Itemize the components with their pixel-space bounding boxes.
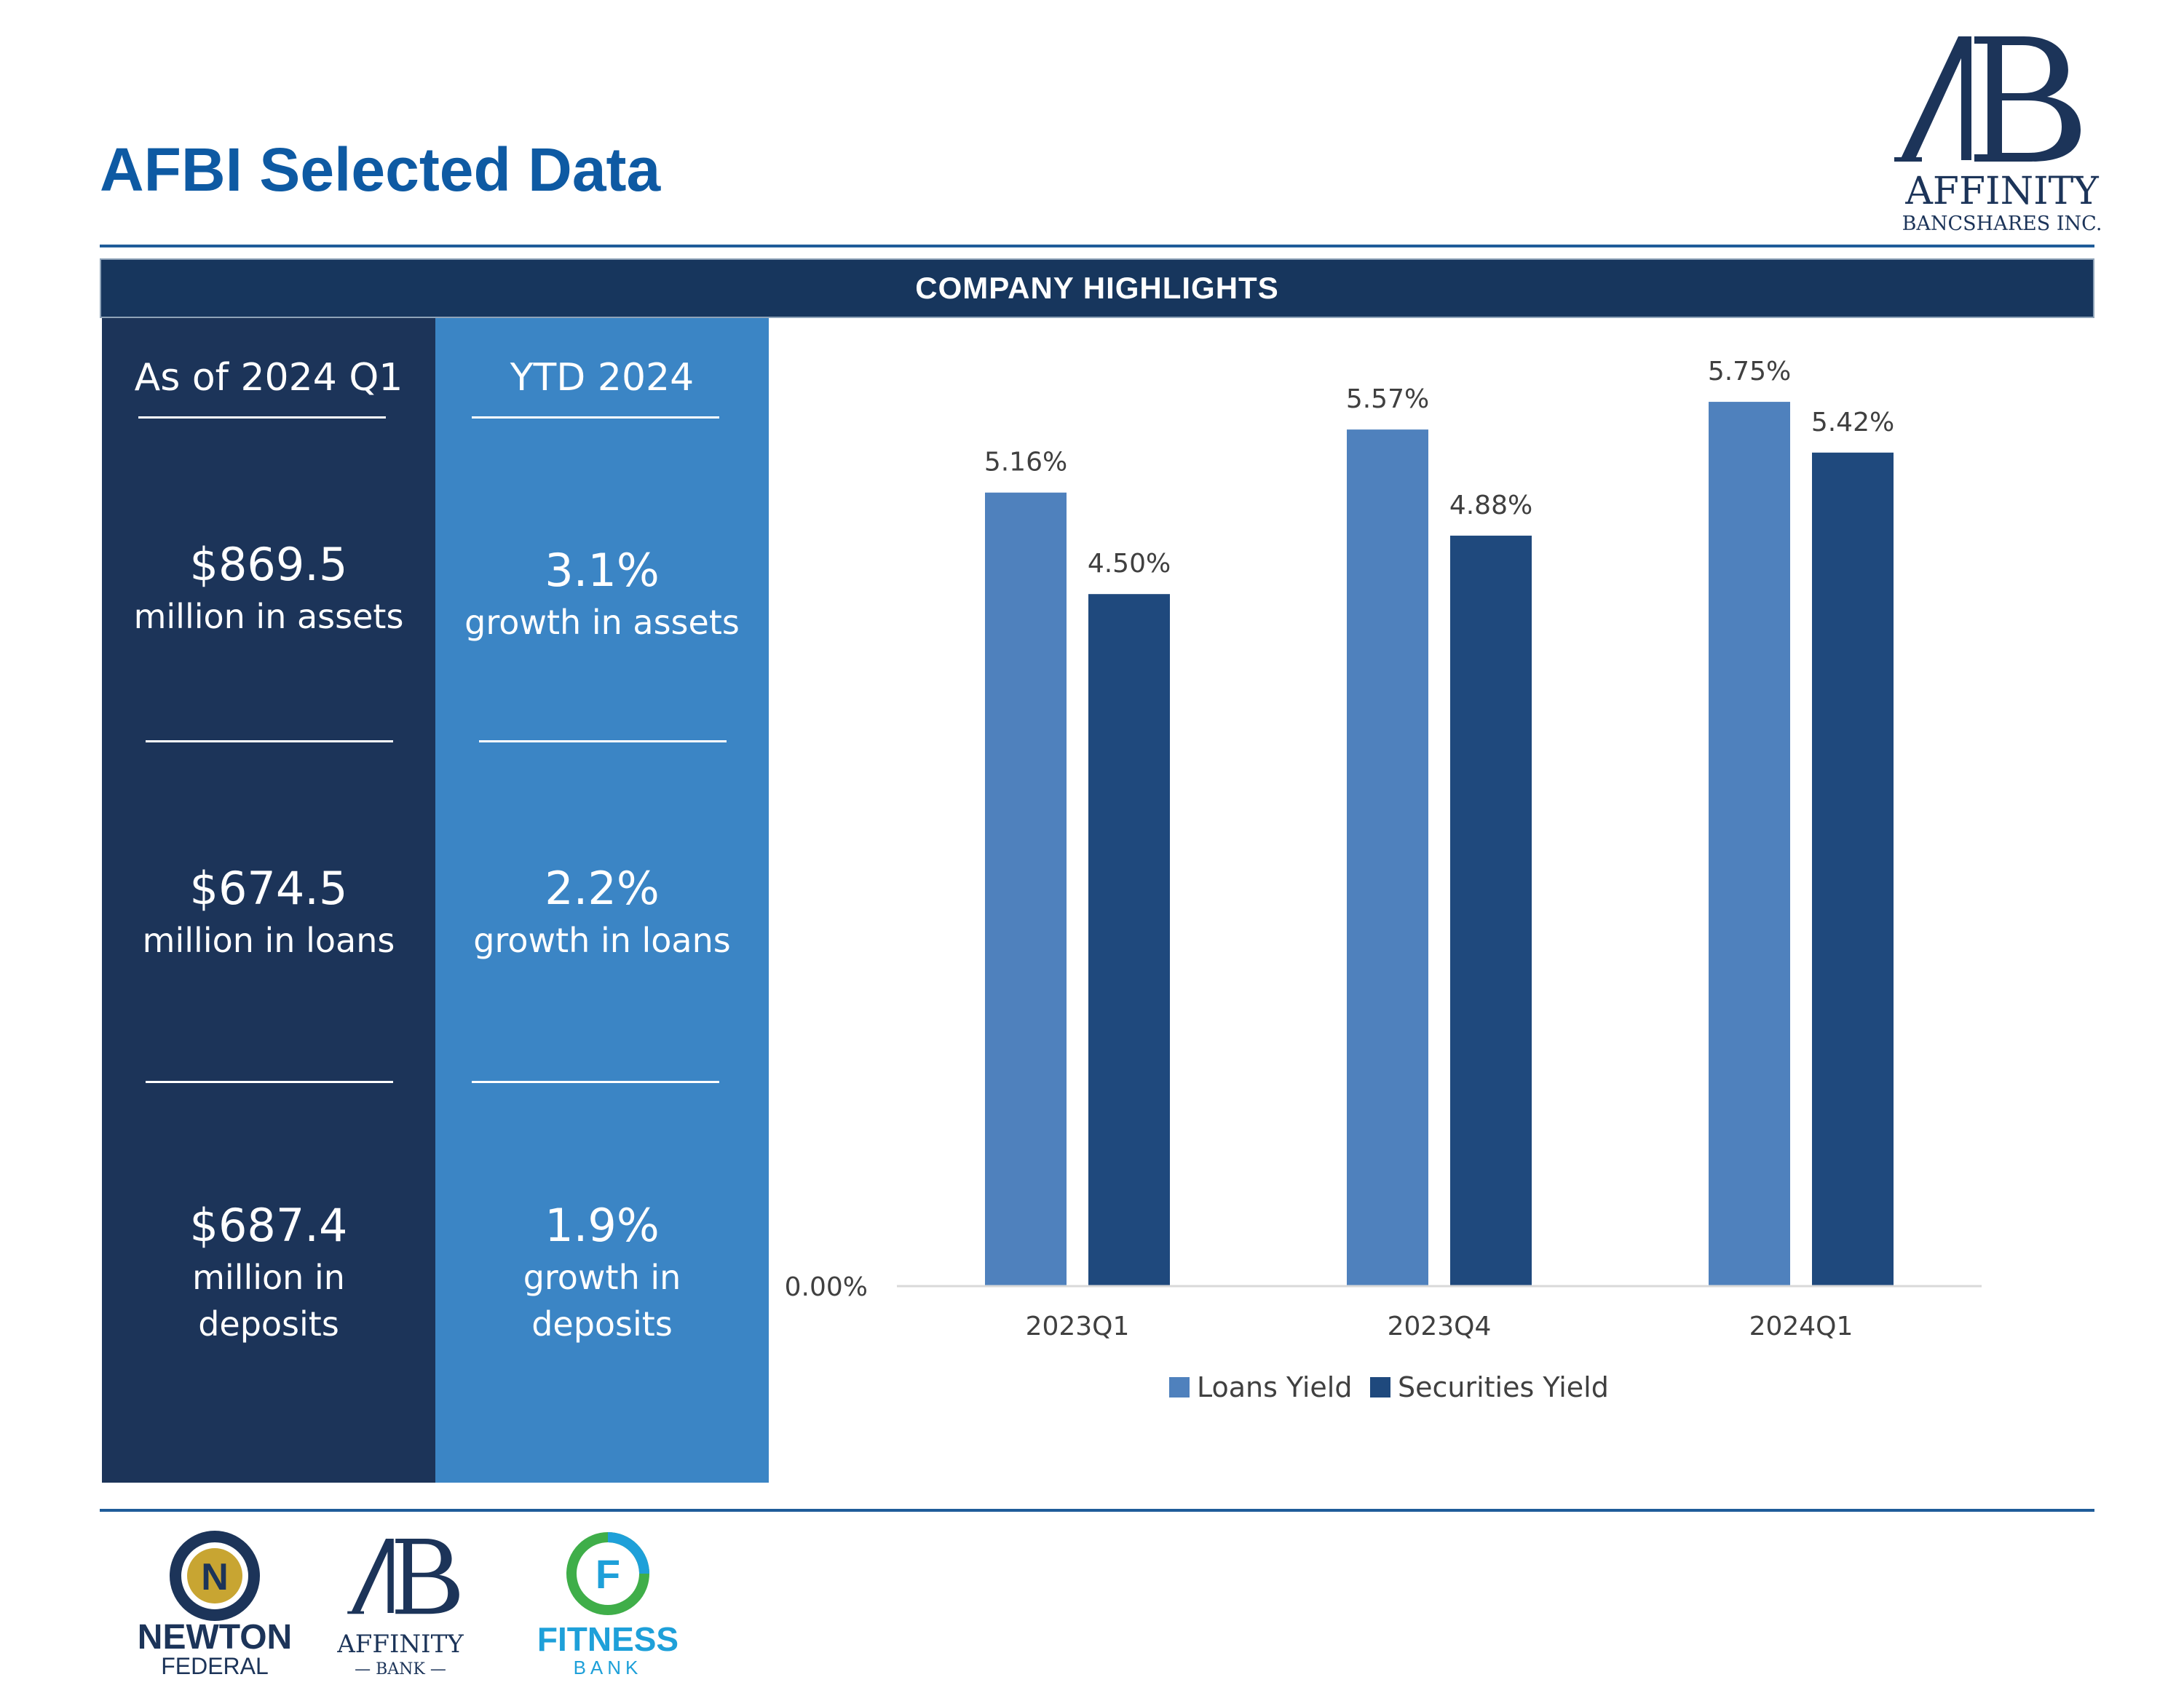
- divider: [146, 1081, 393, 1083]
- affinity-bank-sub: — BANK —: [355, 1660, 446, 1678]
- top-rule: [100, 245, 2094, 247]
- right-panel-heading: YTD 2024: [510, 356, 695, 400]
- bar-loans-yield-2023q4: [1347, 429, 1428, 1286]
- section-header: COMPANY HIGHLIGHTS: [100, 258, 2094, 318]
- affinity-bank-name: AFFINITY: [336, 1630, 464, 1659]
- logo-sub: BANCSHARES INC.: [1902, 213, 2102, 235]
- stat-value: $687.4: [189, 1199, 348, 1252]
- divider: [479, 740, 727, 742]
- stat-value: 1.9%: [545, 1199, 660, 1252]
- bar-securities-yield-2024q1: [1812, 452, 1894, 1287]
- legend-swatch: [1169, 1377, 1190, 1397]
- stat-loans: $674.5 million in loans: [102, 860, 435, 964]
- bar-securities-yield-2023q4: [1450, 535, 1532, 1286]
- bar-securities-yield-2023q1: [1088, 594, 1170, 1286]
- bar-data-label: 5.42%: [1811, 408, 1894, 437]
- logo-name: AFFINITY: [1904, 170, 2099, 213]
- heading-underline: [472, 416, 719, 419]
- fitness-sub: BANK: [574, 1657, 643, 1678]
- newton-ring-icon: [170, 1531, 260, 1621]
- stat-caption: million in: [192, 1258, 345, 1297]
- stat-caption: growth in loans: [473, 921, 731, 960]
- x-tick-label: 2023Q1: [1026, 1312, 1130, 1341]
- stat-caption: million in loans: [142, 921, 395, 960]
- y-tick-label: 0.00%: [785, 1272, 868, 1302]
- stat-deposits-growth: 1.9% growth in deposits: [435, 1197, 769, 1347]
- stat-loans-growth: 2.2% growth in loans: [435, 860, 769, 964]
- bar-data-label: 5.75%: [1708, 357, 1791, 386]
- stat-assets: $869.5 million in assets: [102, 536, 435, 640]
- stat-value: 2.2%: [545, 862, 660, 915]
- legend-label: Securities Yield: [1398, 1371, 1609, 1403]
- stat-caption: growth in assets: [464, 603, 740, 642]
- page-title: AFBI Selected Data: [100, 135, 661, 204]
- stat-deposits: $687.4 million in deposits: [102, 1197, 435, 1347]
- newton-name: NEWTON: [138, 1618, 292, 1657]
- legend-label: Loans Yield: [1197, 1371, 1352, 1403]
- affinity-bancshares-logo: AFFINITY BANCSHARES INC.: [1894, 36, 2102, 235]
- newton-mark: N: [201, 1556, 229, 1598]
- stat-caption: growth in: [523, 1258, 681, 1297]
- stat-caption: deposits: [198, 1304, 339, 1344]
- legend-swatch: [1370, 1377, 1390, 1397]
- newton-federal-logo: N NEWTON FEDERAL: [138, 1531, 292, 1679]
- x-tick-label: 2023Q4: [1388, 1312, 1492, 1341]
- bar-data-label: 5.16%: [984, 448, 1067, 477]
- bar-data-label: 4.88%: [1449, 491, 1532, 520]
- newton-coin-icon: [187, 1548, 242, 1603]
- heading-underline: [138, 416, 386, 419]
- divider: [146, 740, 393, 742]
- fitness-arc-icon: [607, 1532, 649, 1574]
- affinity-bank-logo: AFFINITY — BANK —: [336, 1539, 464, 1678]
- newton-sub: FEDERAL: [161, 1653, 269, 1679]
- stat-assets-growth: 3.1% growth in assets: [435, 542, 769, 646]
- fitness-name: FITNESS: [537, 1620, 678, 1658]
- fitness-mark: F: [596, 1551, 620, 1597]
- bar-loans-yield-2023q1: [985, 492, 1067, 1286]
- bottom-rule: [100, 1509, 2094, 1512]
- left-stats-panel: As of 2024 Q1 $869.5 million in assets $…: [102, 318, 435, 1483]
- stat-value: $869.5: [189, 538, 348, 591]
- left-panel-heading: As of 2024 Q1: [134, 356, 403, 400]
- stat-value: $674.5: [189, 862, 348, 915]
- bar-data-label: 4.50%: [1088, 549, 1171, 579]
- stat-value: 3.1%: [545, 544, 660, 597]
- stat-caption: deposits: [531, 1304, 673, 1344]
- right-stats-panel: YTD 2024 3.1% growth in assets 2.2% grow…: [435, 318, 769, 1483]
- yield-bar-chart: 5.16% 4.50% 5.57% 4.88% 5.75% 5.42% 0.00% 202…: [785, 357, 1982, 1403]
- divider: [472, 1081, 719, 1083]
- bar-loans-yield-2024q1: [1709, 402, 1790, 1287]
- stat-caption: million in assets: [133, 597, 404, 636]
- x-tick-label: 2024Q1: [1749, 1312, 1853, 1341]
- bar-data-label: 5.57%: [1346, 384, 1429, 414]
- fitness-bank-logo: F FITNESS BANK: [537, 1532, 678, 1678]
